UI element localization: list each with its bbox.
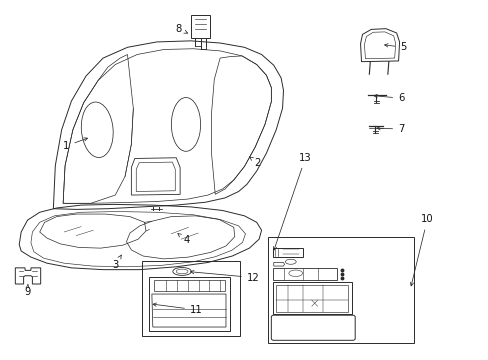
Text: 1: 1 xyxy=(63,138,87,151)
Text: 7: 7 xyxy=(376,124,404,134)
Text: 9: 9 xyxy=(24,284,30,297)
Bar xyxy=(142,261,239,336)
Text: 11: 11 xyxy=(153,303,202,315)
Text: 8: 8 xyxy=(175,24,187,34)
Text: 5: 5 xyxy=(384,42,406,52)
Text: 13: 13 xyxy=(273,153,311,250)
Text: 10: 10 xyxy=(409,215,433,286)
Bar xyxy=(154,280,225,291)
Text: 12: 12 xyxy=(190,270,259,283)
Text: 3: 3 xyxy=(112,255,121,270)
Text: 2: 2 xyxy=(249,157,260,168)
Text: 6: 6 xyxy=(373,93,404,103)
Bar xyxy=(267,237,413,343)
Text: 4: 4 xyxy=(178,234,189,245)
